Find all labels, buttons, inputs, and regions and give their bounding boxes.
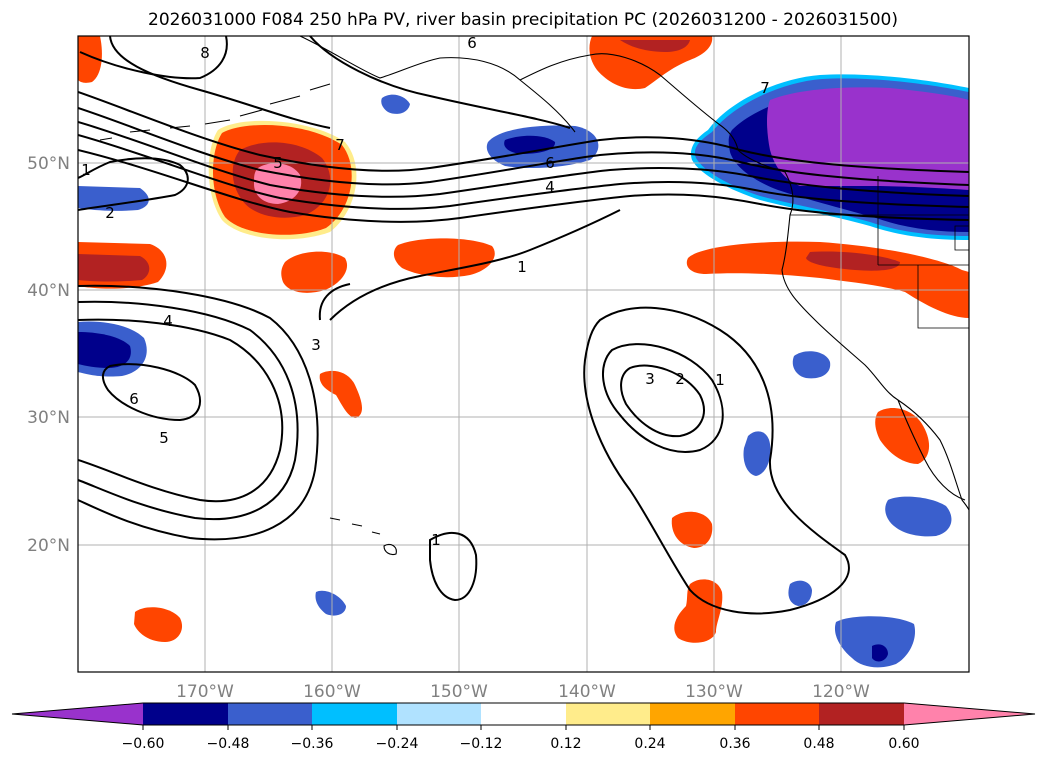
positive-area-central — [281, 238, 495, 418]
coastline-alaska — [299, 36, 739, 151]
lat-tick-label: 30°N — [27, 408, 70, 428]
pv-contours — [78, 36, 969, 615]
contour-label: 6 — [129, 390, 139, 408]
pv-contour-central-1 — [329, 209, 621, 321]
contour-label: 5 — [273, 154, 283, 172]
pv-contour-north-west — [78, 157, 189, 211]
pv-contour-central-2 — [318, 283, 351, 321]
pv-contour-west-inner — [102, 363, 201, 422]
contour-label: 1 — [81, 161, 91, 179]
colorbar-segment — [228, 703, 313, 725]
pv-contour-jet-1 — [78, 91, 969, 173]
positive-area-subtropical — [134, 511, 723, 643]
colorbar-tick-label: −0.12 — [460, 736, 503, 752]
contour-label: 5 — [159, 429, 169, 447]
colorbar-extend-high — [904, 703, 1035, 725]
pv-contour-trough-2 — [109, 36, 331, 129]
contour-label: 4 — [163, 312, 173, 330]
colorbar-segment — [650, 703, 735, 725]
lat-tick-labels: 20°N 30°N 40°N 50°N — [27, 154, 70, 556]
lon-tick-labels: 170°W 160°W 150°W 140°W 130°W 120°W — [176, 682, 870, 702]
colorbar-tick-label: −0.36 — [291, 736, 334, 752]
coastline-north-america — [737, 149, 969, 511]
contour-label: 1 — [715, 371, 725, 389]
colorbar-segment — [143, 703, 228, 725]
coastline-baja — [897, 399, 966, 501]
pv-contour-cutoff-inner — [620, 364, 705, 438]
contour-label: 1 — [517, 258, 527, 276]
negative-area-west-edge — [78, 186, 149, 377]
colorbar-tick-label: 0.12 — [550, 736, 581, 752]
coastlines — [99, 36, 969, 556]
lon-tick-label: 140°W — [558, 682, 616, 702]
colorbar-tick-labels: −0.60 −0.48 −0.36 −0.24 −0.12 0.12 0.24 … — [122, 736, 920, 752]
colorbar-tick-label: −0.48 — [207, 736, 250, 752]
pv-contour-west-low-2 — [78, 300, 299, 520]
contour-label: 1 — [431, 531, 441, 549]
map-frame — [77, 35, 970, 673]
pv-contour-cutoff-outer — [583, 306, 850, 615]
lon-tick-label: 150°W — [430, 682, 488, 702]
colorbar-tick-label: −0.60 — [122, 736, 165, 752]
pv-contour-hawaii-low — [429, 532, 478, 602]
state-borders — [790, 176, 969, 329]
colorbar: −0.60 −0.48 −0.36 −0.24 −0.12 0.12 0.24 … — [11, 702, 1036, 752]
gridlines — [78, 36, 969, 672]
map-title: 2026031000 F084 250 hPa PV, river basin … — [148, 10, 898, 30]
colorbar-segment — [566, 703, 651, 725]
colorbar-tick-label: 0.36 — [719, 736, 750, 752]
colorbar-tick-label: 0.60 — [888, 736, 919, 752]
negative-area-gulf-alaska — [381, 94, 599, 168]
pv-contour-cutoff-mid — [601, 343, 724, 453]
positive-area-west-coast — [686, 241, 969, 464]
lat-tick-label: 20°N — [27, 536, 70, 556]
negative-area-pacific-northwest — [690, 74, 969, 240]
pv-contour-west-low — [78, 318, 284, 503]
colorbar-segment — [481, 703, 566, 725]
colorbar-segment — [819, 703, 904, 725]
pv-contour-jet-2 — [78, 107, 969, 186]
pv-contour-jet-3 — [78, 121, 969, 198]
colorbar-segment — [397, 703, 482, 725]
precip-negative-areas — [78, 74, 969, 668]
contour-label: 2 — [675, 370, 685, 388]
contour-label: 3 — [311, 336, 321, 354]
contour-label: 6 — [467, 34, 477, 52]
colorbar-tick-label: 0.24 — [634, 736, 665, 752]
contour-label: 3 — [645, 370, 655, 388]
colorbar-tick-label: −0.24 — [376, 736, 419, 752]
pv-contour-trough-1 — [79, 36, 228, 80]
colorbar-segment — [735, 703, 820, 725]
pv-contour-labels: 1 1 1 1 2 2 3 3 4 4 5 5 6 6 7 7 8 6 — [81, 34, 770, 549]
contour-label: 6 — [545, 154, 555, 172]
lon-tick-label: 170°W — [176, 682, 234, 702]
coastline-hawaii — [329, 517, 397, 556]
contour-label: 7 — [335, 136, 345, 154]
lon-tick-label: 130°W — [685, 682, 743, 702]
colorbar-segment — [312, 703, 397, 725]
lon-tick-label: 120°W — [812, 682, 870, 702]
pv-contour-ridge — [309, 36, 571, 129]
positive-area-alaska-coast — [589, 36, 713, 90]
pv-contour-jet-4 — [78, 134, 969, 210]
pv-contour-jet-5 — [78, 149, 969, 223]
lat-tick-label: 50°N — [27, 154, 70, 174]
map-panel: 1 1 1 1 2 2 3 3 4 4 5 5 6 6 7 7 8 6 — [77, 34, 970, 673]
contour-label: 4 — [545, 178, 555, 196]
lon-tick-label: 160°W — [303, 682, 361, 702]
contour-label: 2 — [105, 204, 115, 222]
negative-area-scattered — [315, 351, 952, 668]
colorbar-tick-label: 0.48 — [803, 736, 834, 752]
contour-label: 8 — [200, 44, 210, 62]
contour-label: 7 — [760, 79, 770, 97]
colorbar-ticks — [142, 725, 905, 730]
positive-area-west-edge — [78, 36, 167, 289]
pv-contour-west-low-3 — [78, 284, 319, 541]
colorbar-extend-low — [12, 703, 143, 725]
lat-tick-label: 40°N — [27, 281, 70, 301]
